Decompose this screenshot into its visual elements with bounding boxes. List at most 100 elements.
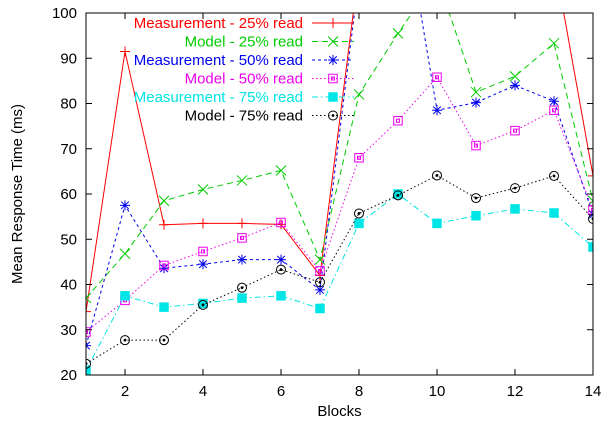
data-point-center bbox=[162, 338, 166, 342]
data-point bbox=[328, 55, 338, 65]
data-point-center bbox=[357, 212, 361, 215]
data-point bbox=[549, 170, 559, 181]
data-point-center bbox=[331, 114, 335, 117]
data-point bbox=[471, 210, 481, 221]
y-tick-label: 50 bbox=[60, 231, 77, 248]
series-line bbox=[86, 193, 593, 371]
data-point-center bbox=[552, 174, 556, 178]
data-point bbox=[588, 242, 593, 252]
data-point bbox=[159, 263, 169, 274]
series-1 bbox=[86, 13, 593, 317]
data-point bbox=[548, 37, 560, 49]
data-point bbox=[158, 195, 170, 207]
y-tick-label: 70 bbox=[60, 141, 77, 158]
x-tick-label: 10 bbox=[429, 383, 446, 400]
data-point bbox=[510, 204, 520, 214]
data-point bbox=[86, 365, 91, 375]
legend-item: Measurement - 50% read bbox=[134, 52, 354, 69]
series-line bbox=[86, 76, 593, 333]
data-point bbox=[510, 183, 520, 194]
data-point bbox=[354, 208, 364, 219]
data-point bbox=[119, 248, 131, 260]
y-tick-label: 80 bbox=[60, 96, 77, 113]
data-point bbox=[276, 254, 286, 265]
data-point bbox=[120, 291, 130, 301]
legend-item: Measurement - 25% read bbox=[134, 15, 354, 32]
data-point-inner bbox=[435, 75, 439, 80]
data-point bbox=[314, 254, 326, 265]
data-point bbox=[509, 70, 521, 82]
data-point-inner bbox=[162, 263, 166, 268]
series-line bbox=[86, 174, 593, 365]
y-tick-label: 20 bbox=[60, 367, 77, 384]
data-point bbox=[328, 110, 338, 121]
legend-label: Model - 50% read bbox=[185, 71, 303, 88]
data-point bbox=[86, 327, 91, 337]
data-point-inner bbox=[513, 128, 517, 133]
data-point bbox=[86, 292, 92, 304]
y-tick-label: 100 bbox=[52, 5, 77, 22]
data-point bbox=[315, 284, 325, 295]
y-tick-label: 30 bbox=[60, 322, 77, 339]
legend-label: Measurement - 25% read bbox=[134, 15, 303, 32]
legend-item: Measurement - 75% read bbox=[134, 89, 354, 106]
data-point-inner bbox=[318, 268, 322, 273]
data-point bbox=[588, 170, 593, 181]
data-point bbox=[276, 264, 286, 275]
data-point-inner bbox=[201, 249, 205, 254]
data-point bbox=[86, 358, 91, 369]
data-point bbox=[120, 46, 130, 57]
data-point-inner bbox=[240, 235, 244, 240]
data-point bbox=[354, 218, 364, 229]
legend-label: Model - 25% read bbox=[185, 34, 303, 51]
x-axis-label: Blocks bbox=[317, 403, 361, 420]
data-point bbox=[328, 92, 338, 102]
data-point-inner bbox=[331, 76, 335, 81]
data-point bbox=[393, 190, 403, 201]
data-point bbox=[198, 299, 208, 310]
x-tick-label: 8 bbox=[355, 383, 363, 400]
legend-item: Model - 75% read bbox=[185, 108, 354, 125]
series-4 bbox=[86, 72, 593, 337]
data-point bbox=[198, 246, 208, 257]
data-point bbox=[120, 335, 130, 346]
x-tick-label: 4 bbox=[199, 383, 207, 400]
data-point-center bbox=[513, 186, 517, 190]
data-point-inner bbox=[357, 155, 361, 160]
x-tick-label: 14 bbox=[585, 383, 602, 400]
legend-label: Measurement - 75% read bbox=[134, 89, 303, 106]
data-point bbox=[237, 233, 247, 243]
data-point bbox=[198, 259, 208, 270]
data-point bbox=[159, 302, 169, 312]
data-point-inner bbox=[591, 207, 593, 212]
y-tick-label: 40 bbox=[60, 277, 77, 294]
data-point bbox=[197, 184, 209, 195]
legend-item: Model - 50% read bbox=[185, 71, 354, 88]
series-line bbox=[86, 13, 593, 312]
data-point bbox=[432, 170, 442, 181]
data-point-center bbox=[396, 193, 400, 197]
data-point-center bbox=[201, 303, 205, 307]
data-point-center bbox=[474, 196, 478, 200]
data-point bbox=[354, 153, 364, 163]
data-point bbox=[393, 115, 403, 126]
y-tick-label: 90 bbox=[60, 50, 77, 67]
data-point-inner bbox=[279, 220, 283, 225]
data-point bbox=[236, 175, 248, 186]
data-point bbox=[432, 218, 442, 229]
data-point bbox=[470, 86, 482, 98]
data-point bbox=[276, 217, 286, 228]
data-point bbox=[315, 266, 325, 276]
data-point bbox=[237, 254, 247, 265]
data-point bbox=[471, 97, 481, 108]
data-point-inner bbox=[474, 143, 478, 148]
data-point bbox=[471, 140, 481, 151]
data-point-inner bbox=[396, 118, 400, 123]
x-tick-label: 2 bbox=[121, 383, 129, 400]
series-line bbox=[86, 13, 593, 299]
y-axis-label: Mean Response Time (ms) bbox=[9, 104, 26, 284]
data-point bbox=[276, 291, 286, 301]
y-tick-label: 60 bbox=[60, 186, 77, 203]
data-point bbox=[237, 218, 247, 229]
